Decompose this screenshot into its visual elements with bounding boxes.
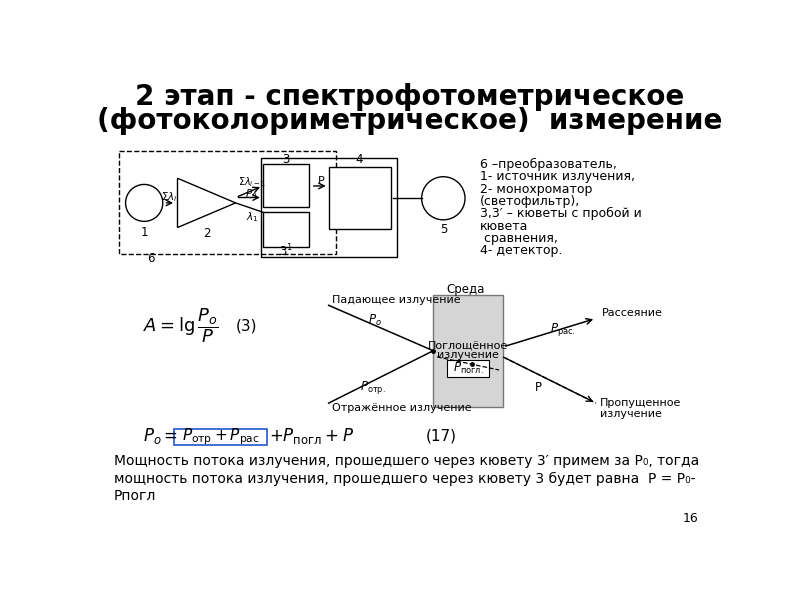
Text: (17): (17) (426, 429, 457, 444)
Text: 3,3′ – кюветы с пробой и: 3,3′ – кюветы с пробой и (480, 207, 642, 220)
Text: $A = \lg\dfrac{P_o}{P}$: $A = \lg\dfrac{P_o}{P}$ (142, 307, 218, 346)
Text: Рассеяние: Рассеяние (602, 308, 663, 318)
Text: 1: 1 (141, 226, 148, 239)
Text: (фотоколориметрическое)  измерение: (фотоколориметрическое) измерение (98, 107, 722, 134)
Text: излучение: излучение (437, 350, 499, 361)
Text: P: P (534, 381, 542, 394)
Text: 4: 4 (356, 152, 363, 166)
Text: $\Sigma\lambda_{i-1}$: $\Sigma\lambda_{i-1}$ (238, 175, 266, 189)
Text: 16: 16 (682, 512, 698, 525)
Text: Отражённое излучение: Отражённое излучение (333, 403, 472, 413)
Text: 3$^1$: 3$^1$ (279, 243, 293, 260)
Text: Рпогл: Рпогл (114, 489, 156, 503)
Bar (174, 428, 267, 445)
Text: 2: 2 (203, 227, 210, 240)
Text: 3: 3 (282, 152, 290, 166)
Bar (262, 212, 310, 247)
Text: $P_{\mathrm{погл.}}$: $P_{\mathrm{погл.}}$ (453, 361, 483, 376)
Text: $+ P_{\mathrm{погл}} + P$: $+ P_{\mathrm{погл}} + P$ (269, 426, 354, 446)
Text: $P_o$: $P_o$ (368, 313, 382, 328)
Text: сравнения,: сравнения, (480, 232, 558, 245)
Bar (329, 167, 390, 229)
Text: мощность потока излучения, прошедшего через кювету 3 будет равна  Р = Р₀-: мощность потока излучения, прошедшего че… (114, 472, 695, 485)
Text: Поглощённое: Поглощённое (428, 340, 508, 350)
Text: излучение: излучение (600, 409, 662, 419)
Text: 2- монохроматор: 2- монохроматор (480, 182, 592, 196)
Text: $P_0$: $P_0$ (245, 187, 258, 200)
Circle shape (126, 184, 162, 221)
Text: Среда: Среда (446, 283, 485, 296)
Text: $\lambda_1$: $\lambda_1$ (246, 210, 258, 224)
Text: 5: 5 (440, 223, 447, 236)
Text: $P_{\mathrm{рас.}}$: $P_{\mathrm{рас.}}$ (550, 322, 575, 338)
Bar (119, 151, 336, 254)
Text: (светофильтр),: (светофильтр), (480, 195, 580, 208)
Text: Пропущенное: Пропущенное (600, 398, 682, 408)
Bar (262, 164, 310, 207)
Text: $\Sigma\lambda_i$: $\Sigma\lambda_i$ (162, 191, 178, 205)
Text: 6 –преобразователь,: 6 –преобразователь, (480, 158, 617, 171)
Text: $P_o = $: $P_o = $ (142, 426, 178, 446)
Text: 6: 6 (146, 252, 154, 265)
Text: Мощность потока излучения, прошедшего через кювету 3′ примем за P₀, тогда: Мощность потока излучения, прошедшего че… (114, 454, 699, 468)
Text: $P_{\mathrm{отр}} + P_{\mathrm{рас}}$: $P_{\mathrm{отр}} + P_{\mathrm{рас}}$ (182, 427, 260, 447)
Text: 1- источник излучения,: 1- источник излучения, (480, 170, 634, 183)
FancyBboxPatch shape (447, 361, 490, 377)
Text: (3): (3) (236, 319, 257, 334)
Text: P: P (318, 176, 324, 185)
Text: 2 этап - спектрофотометрическое: 2 этап - спектрофотометрическое (135, 83, 685, 112)
Text: 4- детектор.: 4- детектор. (480, 244, 562, 257)
Text: кювета: кювета (480, 220, 528, 232)
Bar (434, 295, 503, 407)
Text: Падающее излучение: Падающее излучение (333, 295, 461, 305)
Polygon shape (178, 178, 236, 227)
Circle shape (422, 177, 465, 220)
Bar (262, 158, 397, 257)
Text: $P_{\mathrm{отр.}}$: $P_{\mathrm{отр.}}$ (360, 379, 386, 396)
